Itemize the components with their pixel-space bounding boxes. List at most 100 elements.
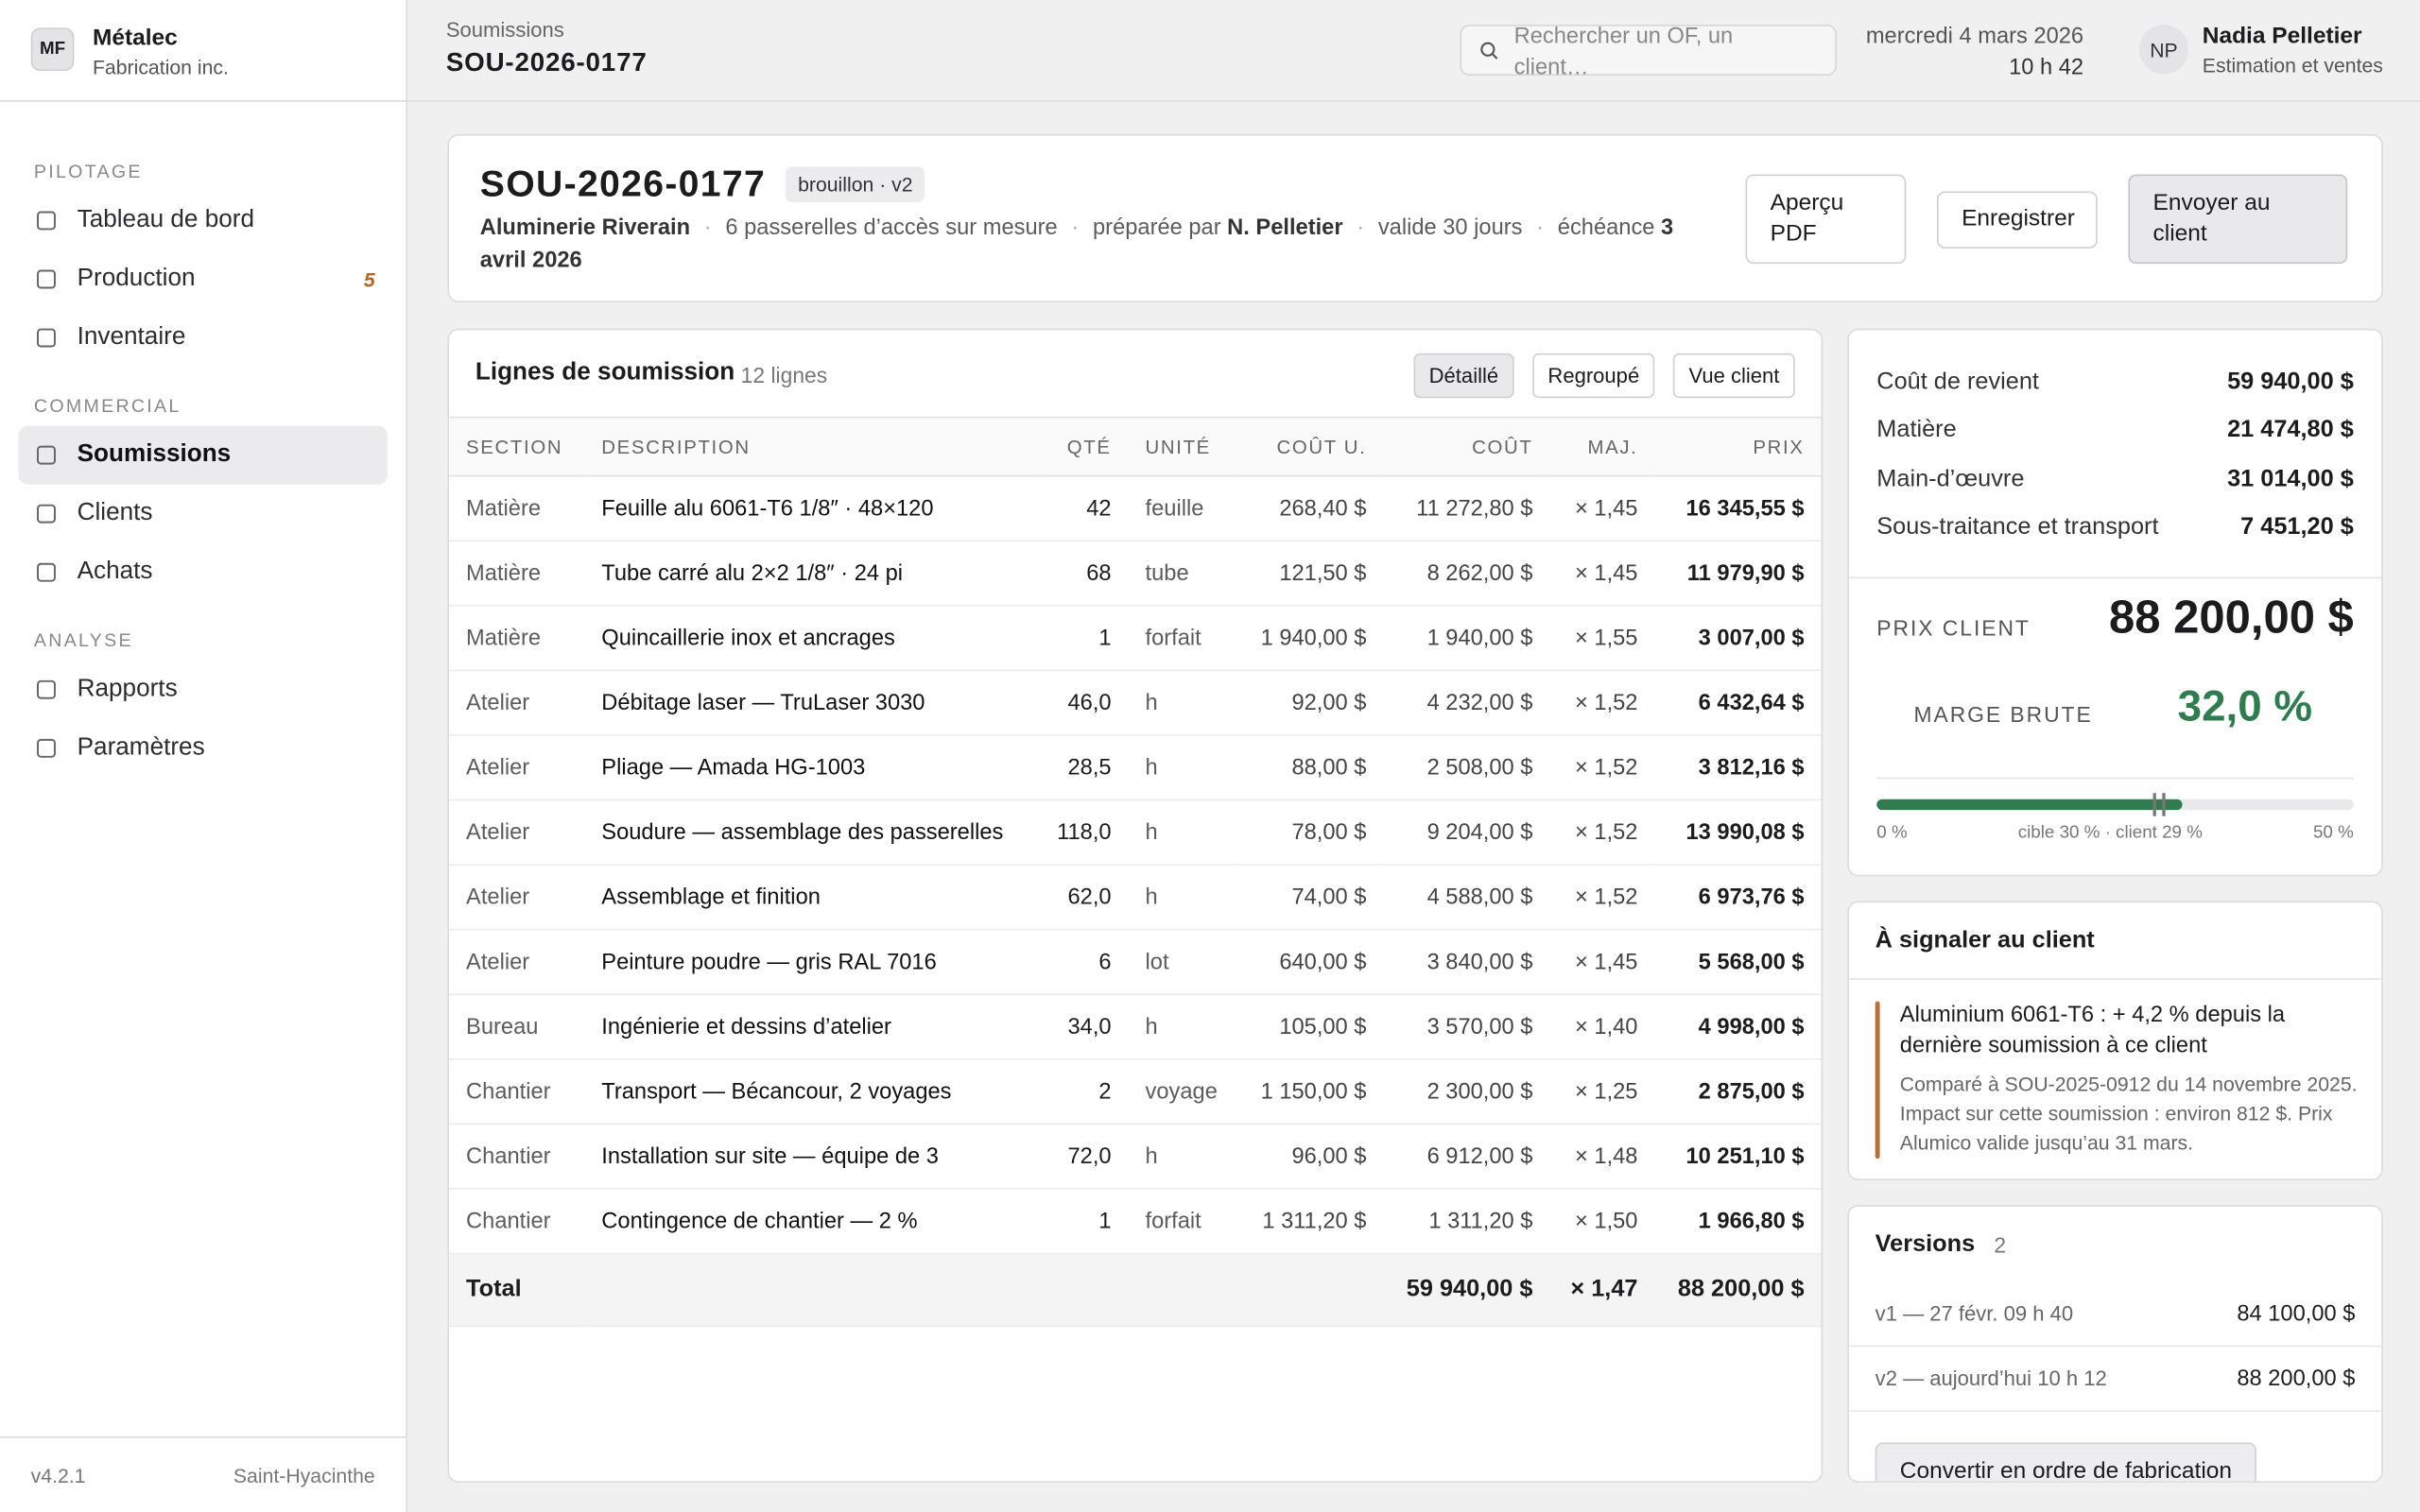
cell: lot xyxy=(1128,929,1239,996)
view-button[interactable]: Regroupé xyxy=(1532,352,1655,399)
avatar[interactable]: NP xyxy=(2138,25,2189,75)
nav-item[interactable]: Paramètres xyxy=(19,719,388,778)
page-id: SOU-2026-0177 xyxy=(445,47,648,77)
time: 10 h 42 xyxy=(2009,55,2084,80)
search-placeholder: Rechercher un OF, un client… xyxy=(1513,25,1734,80)
line-row: Atelier Pliage — Amada HG-1003 28,5 h 88,00 … xyxy=(449,734,1822,801)
nav-item[interactable]: Clients xyxy=(19,485,388,543)
client: Aluminerie Riverain xyxy=(479,215,691,241)
header-actions: Aperçu PDF Enregistrer Envoyer au client xyxy=(1745,174,2348,265)
search[interactable]: Rechercher un OF, un client… xyxy=(1460,25,1837,80)
gauge-label: 0 % xyxy=(1876,823,1908,843)
cell: forfait xyxy=(1128,605,1239,672)
total-cost: 59 940,00 $ xyxy=(1383,1252,1550,1328)
cell: 3 570,00 $ xyxy=(1383,994,1550,1060)
cell: tube xyxy=(1128,541,1239,607)
nav-icon xyxy=(37,328,56,348)
cell: 28,5 xyxy=(1036,734,1129,801)
margin-gauge xyxy=(1876,793,2354,816)
version-row[interactable]: v2 — aujourd’hui 10 h 12 88 200,00 $ xyxy=(1848,1347,2382,1412)
version-price: 88 200,00 $ xyxy=(2237,1366,2356,1391)
nav-item[interactable]: Achats xyxy=(19,543,388,602)
cost-value: 31 014,00 $ xyxy=(2227,465,2354,492)
line-row: Chantier Installation sur site — équipe d… xyxy=(449,1124,1822,1190)
cell: h xyxy=(1128,865,1239,931)
cell: Feuille alu 6061-T6 1/8″ · 48×120 xyxy=(584,475,1037,542)
sidebar: MF Métalec Fabrication inc. PILOTAGE Tabl… xyxy=(0,0,408,1512)
column-header: DESCRIPTION xyxy=(584,416,1037,477)
cell: 2 xyxy=(1036,1058,1129,1125)
line-row: Atelier Soudure — assemblage des passerel… xyxy=(449,799,1822,866)
header-button[interactable]: Aperçu PDF xyxy=(1745,174,1907,265)
header-button[interactable]: Envoyer au client xyxy=(2128,174,2348,265)
cell: 4 232,00 $ xyxy=(1383,670,1550,736)
cell: Chantier xyxy=(449,1124,585,1190)
nav-label: Tableau de bord xyxy=(77,206,255,233)
nav-label: Achats xyxy=(77,558,153,585)
version-row[interactable]: v1 — 27 févr. 09 h 40 84 100,00 $ xyxy=(1848,1282,2382,1348)
cell: × 1,52 xyxy=(1549,734,1655,801)
gauge-label: 50 % xyxy=(2312,823,2354,843)
column-header: UNITÉ xyxy=(1128,416,1239,477)
cell: Matière xyxy=(449,475,585,542)
line-row: Atelier Débitage laser — TruLaser 3030 46,… xyxy=(449,670,1822,736)
cell: Matière xyxy=(449,605,585,672)
nav-label: Inventaire xyxy=(77,323,186,351)
nav-section-title: ANALYSE xyxy=(33,629,133,651)
nav-item[interactable]: Tableau de bord xyxy=(19,191,388,249)
versions-count: 2 xyxy=(1994,1232,2007,1258)
separator: · xyxy=(703,215,712,241)
brand: MF Métalec Fabrication inc. xyxy=(0,0,406,102)
cell: Atelier xyxy=(449,929,585,996)
cell: Contingence de chantier — 2 % xyxy=(584,1188,1037,1255)
cell: Atelier xyxy=(449,734,585,801)
cell: 1 940,00 $ xyxy=(1238,605,1384,672)
quote-meta: Aluminerie Riverain · 6 passerelles d’accè… xyxy=(480,213,1700,278)
cost-label: Coût de revient xyxy=(1876,368,2039,395)
nav-item[interactable]: Soumissions xyxy=(18,425,388,485)
breadcrumb[interactable]: Soumissions xyxy=(445,18,564,43)
version: v4.2.1 xyxy=(30,1463,86,1487)
version-price: 84 100,00 $ xyxy=(2237,1301,2356,1327)
validity: valide 30 jours xyxy=(1377,215,1523,241)
nav-icon xyxy=(37,445,56,465)
nav-item[interactable]: Inventaire xyxy=(19,309,388,368)
cell: forfait xyxy=(1128,1188,1239,1255)
cell: 8 262,00 $ xyxy=(1383,541,1550,607)
cell: 5 568,00 $ xyxy=(1654,929,1822,996)
nav-icon xyxy=(37,211,56,231)
alert-body: Comparé à SOU-2025-0912 du 14 novembre 2… xyxy=(1899,1072,2358,1155)
nav: PILOTAGE Tableau de bord Production 5 Invent… xyxy=(0,132,406,777)
view-button[interactable]: Détaillé xyxy=(1413,352,1514,399)
cost-value: 59 940,00 $ xyxy=(2227,368,2354,395)
cell: 1 311,20 $ xyxy=(1238,1188,1384,1255)
line-row: Matière Quincaillerie inox et ancrages 1 fo… xyxy=(449,605,1822,672)
nav-item[interactable]: Production 5 xyxy=(19,249,388,308)
cell: voyage xyxy=(1128,1058,1239,1125)
version-label: v2 — aujourd’hui 10 h 12 xyxy=(1875,1366,2107,1391)
sidebar-footer: v4.2.1 Saint-Hyacinthe xyxy=(0,1436,406,1512)
alert-heading: Aluminium 6061-T6 : + 4,2 % depuis la de… xyxy=(1899,1003,2286,1058)
column-header: MAJ. xyxy=(1549,416,1655,477)
line-row: Matière Tube carré alu 2×2 1/8″ · 24 pi 68… xyxy=(449,541,1822,607)
divider xyxy=(1876,777,2354,780)
cell: 42 xyxy=(1036,475,1129,542)
convert-button[interactable]: Convertir en ordre de fabrication xyxy=(1875,1442,2257,1482)
cell: 121,50 $ xyxy=(1238,541,1384,607)
cell: 6 xyxy=(1036,929,1129,996)
view-button[interactable]: Vue client xyxy=(1673,352,1795,399)
cell: × 1,45 xyxy=(1549,929,1655,996)
view-switch: Détaillé Regroupé Vue client xyxy=(1413,352,1795,399)
cell: 96,00 $ xyxy=(1238,1124,1384,1190)
cell: 6 912,00 $ xyxy=(1383,1124,1550,1190)
header-button[interactable]: Enregistrer xyxy=(1936,190,2098,249)
cell: 105,00 $ xyxy=(1238,994,1384,1060)
table-wrap: SECTION DESCRIPTION QTÉ UNITÉ COÛT U. COÛT MAJ… xyxy=(449,416,1822,1328)
gauge-marker xyxy=(2162,793,2166,816)
line-row: Chantier Contingence de chantier — 2 % 1 fo… xyxy=(449,1188,1822,1255)
versions-title: Versions xyxy=(1875,1230,1976,1258)
nav-item[interactable]: Rapports xyxy=(19,661,388,719)
cell: Transport — Bécancour, 2 voyages xyxy=(584,1058,1037,1125)
cell: 78,00 $ xyxy=(1238,799,1384,866)
